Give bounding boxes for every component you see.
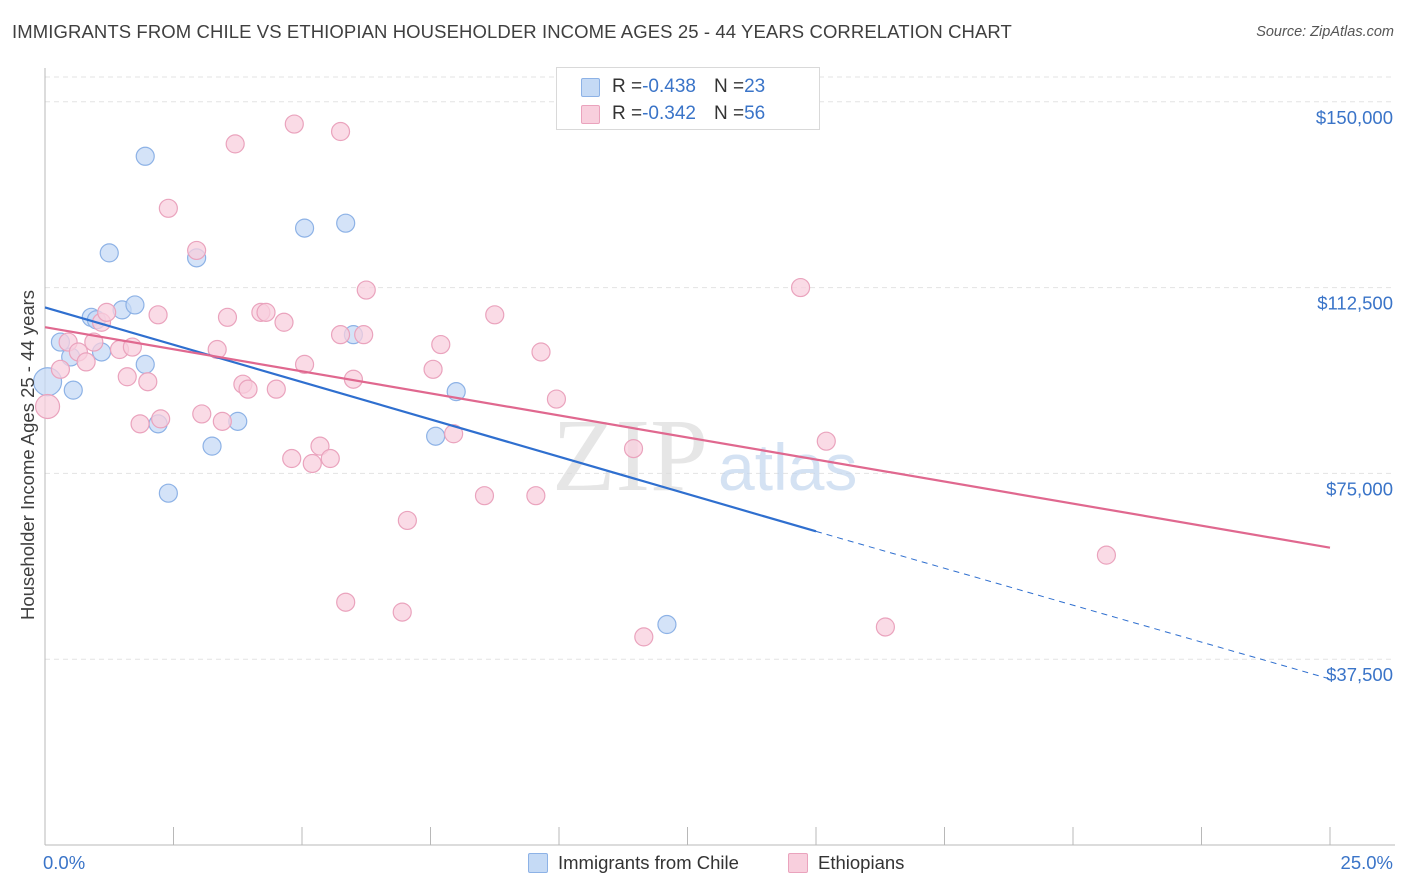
y-tick-label: $75,000 <box>1326 478 1393 499</box>
ethiopian-point <box>531 342 551 362</box>
source-label: Source: ZipAtlas.com <box>1256 24 1394 40</box>
y-tick-label: $112,500 <box>1317 293 1393 314</box>
ethiopian-point <box>320 448 340 469</box>
ethiopian-point <box>97 302 117 322</box>
ethiopian-point <box>790 277 811 298</box>
bottom-legend-label-ethiopians: Ethiopians <box>818 852 905 873</box>
label-layer: $37,500 $75,000 $112,500 $150,000 0.0% 25.0% H… <box>17 107 1393 873</box>
ethiopian-point <box>392 602 412 622</box>
ethiopian-point <box>294 354 315 374</box>
chile-trend-extension <box>815 530 1331 680</box>
y-axis-label: Householder Income Ages 25 - 44 years <box>17 290 38 620</box>
ethiopian-point <box>330 325 351 345</box>
trend-layer <box>44 306 1331 680</box>
legend-r-label: R = <box>612 76 643 97</box>
chile-point <box>294 218 315 238</box>
ethiopian-point <box>138 372 158 392</box>
ethiopian-point <box>130 414 150 434</box>
chile-point <box>135 146 155 166</box>
chile-point <box>158 483 178 503</box>
ethiopian-point <box>310 436 330 456</box>
points-layer <box>32 114 1117 647</box>
ethiopian-point <box>225 134 245 154</box>
ethiopian-point <box>302 453 322 474</box>
ethiopian-point <box>623 439 644 459</box>
chile-point <box>135 354 155 374</box>
ethiopian-point <box>84 332 104 352</box>
bottom-legend-swatch-chile <box>528 853 548 873</box>
legend-n-value-chile: 23 <box>744 76 766 97</box>
ethiopian-point <box>192 404 212 424</box>
chile-point <box>63 380 83 400</box>
ethiopian-point <box>431 334 451 355</box>
ethiopian-point <box>634 627 654 647</box>
legend-row-chile: R = -0.438 N = 23 <box>581 75 765 99</box>
ethiopian-point <box>117 367 137 387</box>
ethiopian-point <box>284 114 304 134</box>
ethiopian-point <box>546 389 567 409</box>
ethiopian-point <box>50 359 71 379</box>
ethiopian-point <box>354 325 374 345</box>
ethiopian-point <box>356 280 376 300</box>
bottom-legend-label-chile: Immigrants from Chile <box>558 852 739 873</box>
ethiopian-point <box>34 393 61 420</box>
y-tick-label: $150,000 <box>1316 107 1393 128</box>
legend-r-value-chile: -0.438 <box>642 76 696 97</box>
ethiopian-point <box>217 307 238 327</box>
ethiopian-point <box>336 592 356 612</box>
ethiopian-point <box>875 617 895 637</box>
axis-layer <box>44 68 1395 846</box>
legend-r-label: R = <box>612 103 643 124</box>
ethiopian-point <box>526 486 546 506</box>
legend-n-label: N = <box>713 76 745 97</box>
ethiopian-point <box>1096 545 1117 565</box>
ethiopian-point <box>474 486 495 506</box>
watermark-atlas: atlas <box>718 430 857 504</box>
ethiopian-point <box>151 409 171 429</box>
chile-point <box>202 436 222 456</box>
ethiopian-point <box>238 379 258 399</box>
watermark: ZIP atlas <box>552 398 857 513</box>
legend-n-label: N = <box>713 103 745 124</box>
ethiopian-point <box>212 411 232 431</box>
chile-point <box>657 614 677 635</box>
grid-layer <box>45 76 1395 660</box>
ethiopian-point <box>187 240 207 261</box>
ethiopian-point <box>423 359 443 379</box>
legend-n-value-ethiopians: 56 <box>744 103 766 124</box>
ethiopian-point <box>256 302 276 322</box>
chile-point <box>426 426 446 446</box>
ethiopian-point <box>397 510 417 531</box>
ethiopian-point <box>76 352 96 372</box>
legend-r-value-ethiopians: -0.342 <box>642 103 696 124</box>
bottom-legend-chile: Immigrants from Chile <box>528 852 739 874</box>
chile-trend-line <box>44 306 817 533</box>
x-tick-label-end: 25.0% <box>1341 852 1393 873</box>
legend: R = -0.438 N = 23 R = -0.342 N = 56 <box>556 67 820 130</box>
bottom-legend-swatch-ethiopians <box>788 853 808 873</box>
ethiopian-point <box>816 431 836 451</box>
legend-swatch-chile <box>581 77 600 97</box>
y-tick-label: $37,500 <box>1326 664 1393 685</box>
ethiopian-point <box>158 198 178 218</box>
ethiopian-point <box>274 312 294 332</box>
chile-point <box>336 213 356 233</box>
legend-row-ethiopians: R = -0.342 N = 56 <box>581 102 765 126</box>
legend-swatch-ethiopians <box>581 104 600 124</box>
ethiopian-point <box>485 305 505 325</box>
x-tick-label-start: 0.0% <box>43 852 85 873</box>
chile-point <box>99 243 119 263</box>
ethiopian-point <box>282 448 302 469</box>
bottom-legend-ethiopians: Ethiopians <box>788 852 904 874</box>
ethiopian-point <box>330 121 351 142</box>
ethiopian-point <box>444 424 464 444</box>
ethiopian-trend-line <box>44 326 1331 549</box>
chile-point <box>125 295 145 315</box>
ethiopian-point <box>148 305 168 325</box>
chart-title: IMMIGRANTS FROM CHILE VS ETHIOPIAN HOUSE… <box>12 21 1012 42</box>
ethiopian-point <box>266 379 286 399</box>
